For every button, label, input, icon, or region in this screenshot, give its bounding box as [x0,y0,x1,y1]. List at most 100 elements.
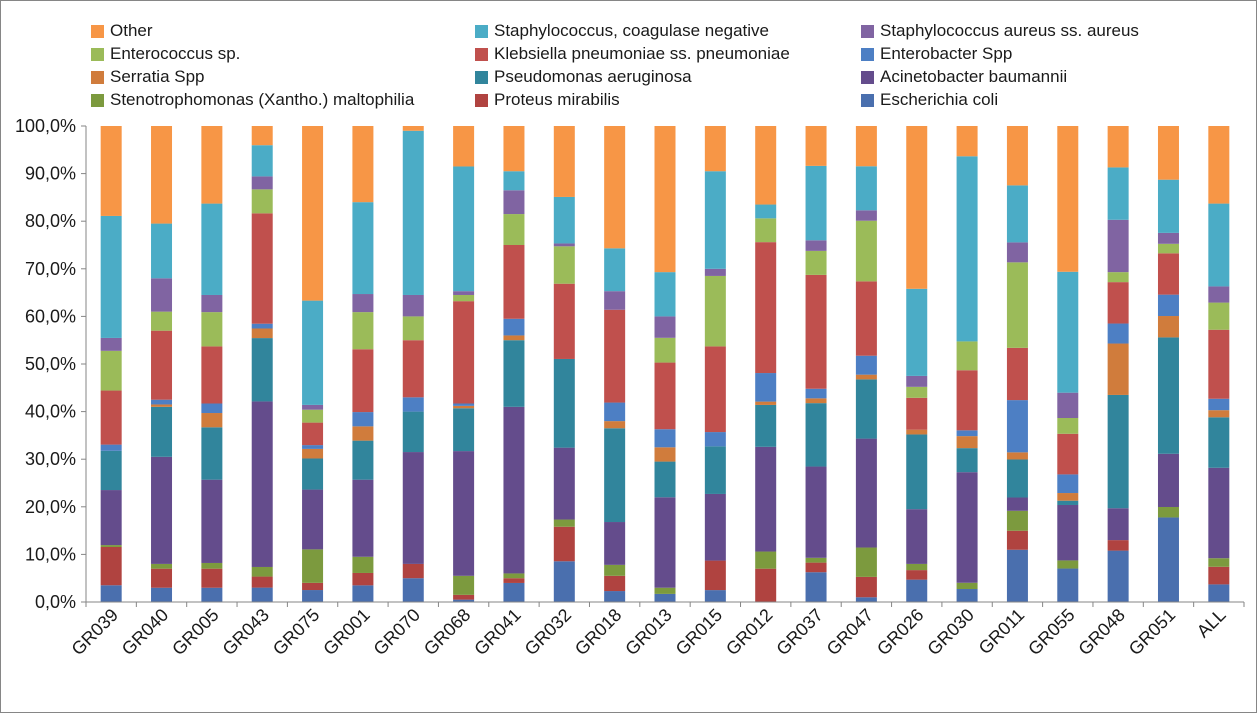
bar-segment-gr005-pseudomonas-aeruginosa [201,427,223,480]
bar-stack-gr040 [151,126,173,602]
bars [100,126,1230,602]
bar-segment-gr068-proteus-mirabilis [453,594,475,600]
y-tick-label: 40,0% [25,402,76,422]
bar-segment-gr001-staphylococcus-aureus-ss-aureus [352,294,374,313]
bar-segment-gr005-enterococcus-sp [201,312,223,347]
bar-segment-gr055-other [1057,126,1079,272]
bar-segment-gr047-staphylococcus-aureus-ss-aureus [855,210,877,221]
legend-item-proteus: Proteus mirabilis [475,90,620,110]
bar-segment-gr047-klebsiella-pneumoniae-ss-pneumoniae [855,281,877,356]
bar-segment-gr039-escherichia-coli [100,585,122,602]
bar-segment-gr032-other [553,126,575,197]
bar-segment-gr048-staphylococcus-aureus-ss-aureus [1107,219,1129,273]
bar-segment-gr068-staphylococcus-coagulase-negative [453,166,475,292]
legend-swatch-enterococcus [91,47,104,61]
x-tick-label-gr068: GR068 [420,605,474,659]
legend-swatch-acinetobacter [861,70,874,84]
bar-segment-gr043-other [251,126,273,146]
bar-segment-gr075-acinetobacter-baumannii [302,489,324,550]
y-tick-label: 10,0% [25,544,76,564]
bar-segment-gr011-staphylococcus-aureus-ss-aureus [1006,242,1028,263]
x-tick-label-gr015: GR015 [672,605,726,659]
x-tick-label-gr048: GR048 [1074,605,1128,659]
bar-segment-gr001-proteus-mirabilis [352,572,374,586]
bar-segment-gr043-enterococcus-sp [251,189,273,214]
bar-stack-gr041 [503,126,525,602]
legend-label-escherichia: Escherichia coli [880,90,999,109]
bar-segment-gr032-staphylococcus-aureus-ss-aureus [553,243,575,247]
legend-label-staph-aureus: Staphylococcus aureus ss. aureus [880,21,1139,40]
x-tick-label-gr030: GR030 [923,605,977,659]
y-axis: 0,0% 10,0% 20,0% 30,0% 40,0% 50,0% 60,0% 70,0% 8… [15,116,87,612]
bar-segment-gr039-staphylococcus-coagulase-negative [100,215,122,338]
bar-segment-gr011-enterobacter-spp [1006,400,1028,453]
bar-segment-gr026-stenotrophomonas-xantho-maltophilia [906,563,928,571]
bar-segment-all-staphylococcus-coagulase-negative [1208,203,1230,287]
bar-segment-gr013-staphylococcus-coagulase-negative [654,272,676,317]
bar-segment-gr051-staphylococcus-aureus-ss-aureus [1157,232,1179,244]
bar-segment-gr040-proteus-mirabilis [151,568,173,588]
bar-segment-gr041-klebsiella-pneumoniae-ss-pneumoniae [503,245,525,319]
bar-segment-gr051-enterococcus-sp [1157,243,1179,254]
y-tick-label: 20,0% [25,497,76,517]
bar-segment-gr037-acinetobacter-baumannii [805,466,827,558]
bar-segment-gr055-staphylococcus-aureus-ss-aureus [1057,392,1079,419]
bar-segment-gr005-other [201,126,223,204]
bar-segment-gr043-pseudomonas-aeruginosa [251,338,273,402]
bar-segment-gr030-escherichia-coli [956,589,978,602]
bar-segment-gr048-klebsiella-pneumoniae-ss-pneumoniae [1107,282,1129,324]
x-tick-label-gr047: GR047 [823,605,877,659]
bar-segment-gr075-enterobacter-spp [302,445,324,449]
legend-label-other: Other [110,21,153,40]
x-tick-label-gr075: GR075 [269,605,323,659]
bar-segment-gr068-acinetobacter-baumannii [453,451,475,576]
bar-segment-gr039-enterobacter-spp [100,444,122,451]
x-tick-label-gr013: GR013 [621,605,675,659]
x-tick-label-gr037: GR037 [772,605,826,659]
bar-segment-gr012-stenotrophomonas-xantho-maltophilia [755,551,777,569]
bar-segment-gr043-proteus-mirabilis [251,576,273,588]
bar-segment-gr012-pseudomonas-aeruginosa [755,404,777,447]
bar-segment-gr011-staphylococcus-coagulase-negative [1006,185,1028,243]
legend-item-pseudomonas: Pseudomonas aeruginosa [475,67,692,87]
bar-segment-gr055-acinetobacter-baumannii [1057,504,1079,561]
bar-segment-gr040-acinetobacter-baumannii [151,456,173,564]
bar-segment-gr011-klebsiella-pneumoniae-ss-pneumoniae [1006,347,1028,401]
bar-stack-gr051 [1157,126,1179,602]
y-tick-label: 80,0% [25,211,76,231]
bar-segment-gr041-pseudomonas-aeruginosa [503,340,525,407]
bar-segment-all-stenotrophomonas-xantho-maltophilia [1208,558,1230,567]
bar-segment-all-staphylococcus-aureus-ss-aureus [1208,286,1230,303]
bar-segment-gr011-pseudomonas-aeruginosa [1006,459,1028,498]
bar-stack-gr068 [453,126,475,602]
bar-segment-gr048-escherichia-coli [1107,550,1129,602]
bar-segment-gr048-enterobacter-spp [1107,323,1129,344]
bar-segment-gr001-staphylococcus-coagulase-negative [352,202,374,295]
bar-segment-gr015-acinetobacter-baumannii [704,493,726,561]
bar-segment-gr048-staphylococcus-coagulase-negative [1107,167,1129,220]
bar-segment-gr043-staphylococcus-aureus-ss-aureus [251,176,273,190]
bar-segment-gr015-other [704,126,726,172]
bar-segment-gr037-proteus-mirabilis [805,562,827,573]
bar-segment-gr055-escherichia-coli [1057,568,1079,602]
bar-segment-gr030-klebsiella-pneumoniae-ss-pneumoniae [956,370,978,431]
bar-segment-gr041-staphylococcus-aureus-ss-aureus [503,190,525,215]
bar-stack-gr012 [755,126,777,602]
bar-segment-gr013-other [654,126,676,273]
bar-segment-all-proteus-mirabilis [1208,566,1230,585]
bar-segment-gr051-staphylococcus-coagulase-negative [1157,179,1179,233]
bar-segment-gr001-enterobacter-spp [352,412,374,427]
bar-segment-gr040-enterobacter-spp [151,399,173,405]
bar-stack-gr043 [251,126,273,602]
bar-segment-gr043-acinetobacter-baumannii [251,401,273,567]
bar-segment-gr047-other [855,126,877,167]
bar-segment-gr068-other [453,126,475,167]
bar-segment-gr018-klebsiella-pneumoniae-ss-pneumoniae [604,309,626,403]
bar-segment-gr001-other [352,126,374,203]
x-tick-label-gr032: GR032 [521,605,575,659]
bar-segment-gr075-enterococcus-sp [302,409,324,423]
bar-segment-gr039-stenotrophomonas-xantho-maltophilia [100,545,122,547]
bar-segment-gr030-pseudomonas-aeruginosa [956,448,978,473]
bar-segment-gr041-escherichia-coli [503,582,525,602]
bar-segment-gr037-enterococcus-sp [805,250,827,275]
